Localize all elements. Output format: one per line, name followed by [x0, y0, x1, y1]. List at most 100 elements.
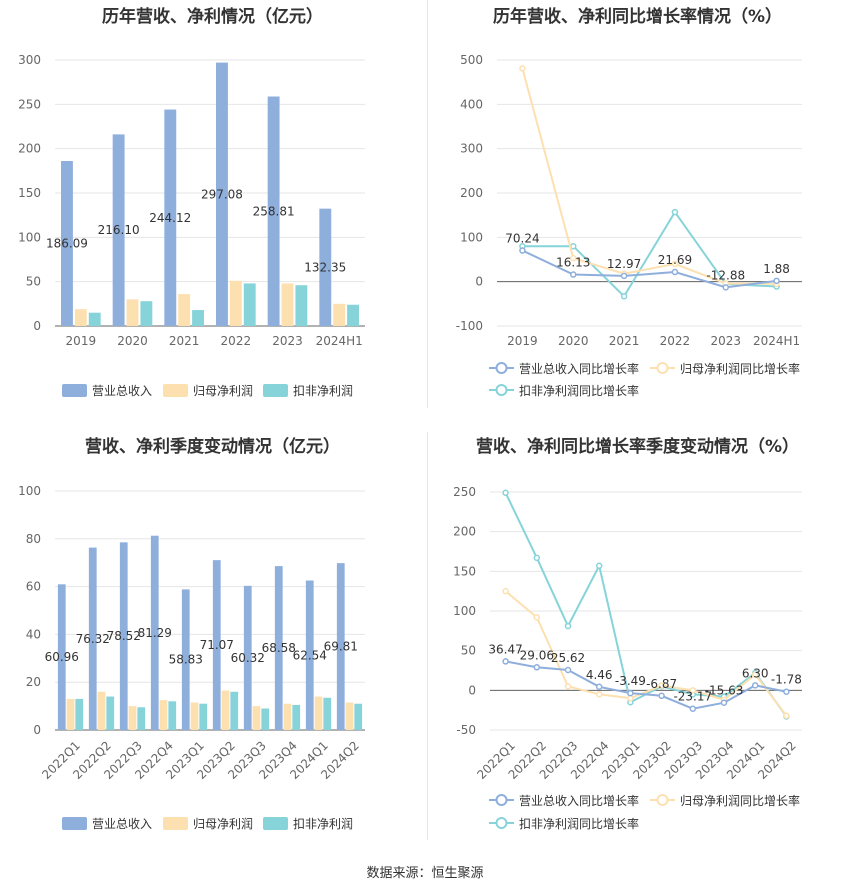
legend-marker [495, 384, 508, 396]
x-tick-label: 2021 [609, 334, 640, 348]
data-label: 68.58 [262, 641, 296, 655]
data-point [595, 683, 603, 691]
legend-swatch [62, 817, 87, 830]
chart-title: 营收、净利同比增长率季度变动情况（%） [475, 437, 800, 457]
data-label: 186.09 [46, 237, 88, 251]
bar-deducted-profit [168, 701, 177, 730]
legend-label: 营业总收入 [92, 817, 152, 831]
data-point [671, 268, 679, 276]
data-point [620, 293, 628, 300]
bar-revenue [216, 62, 228, 327]
bar-deducted-profit [140, 301, 153, 326]
y-tick-label: 80 [26, 532, 41, 546]
data-label: 81.29 [138, 626, 172, 640]
series-line [521, 249, 777, 289]
y-tick-label: 60 [26, 580, 41, 594]
y-tick-label: 0 [468, 683, 476, 697]
bar-revenue [150, 535, 159, 730]
y-tick-label: 500 [460, 53, 483, 67]
x-tick-label: 2023 [710, 334, 741, 348]
data-point [564, 683, 572, 690]
bar-parent-profit [66, 698, 75, 730]
bar-deducted-profit [106, 696, 115, 730]
data-point [627, 695, 634, 702]
x-tick-label: 2023 [272, 334, 303, 348]
bar-revenue [61, 161, 73, 326]
data-point [627, 689, 634, 697]
y-tick-label: 100 [18, 230, 41, 244]
y-tick-label: 100 [18, 484, 41, 498]
data-point [658, 692, 665, 700]
data-label: 60.32 [231, 651, 265, 665]
data-point [751, 682, 759, 689]
legend-swatch [62, 384, 87, 397]
bar-revenue [243, 585, 252, 730]
data-point [671, 208, 679, 216]
bar-revenue [181, 589, 190, 730]
legend-label: 扣非净利润 [293, 384, 353, 398]
chart-title: 历年营收、净利同比增长率情况（%） [492, 7, 783, 27]
x-tick-label: 2020 [117, 334, 148, 348]
y-tick-label: 150 [18, 186, 41, 200]
bar-deducted-profit [323, 697, 332, 730]
data-label: 258.81 [253, 204, 295, 218]
chart-canvas: -500501001502002502022Q12022Q22022Q32022… [453, 485, 802, 831]
data-label: 58.83 [169, 653, 203, 667]
chart-annual-revenue-profit: 历年营收、净利情况（亿元） 0 50 100 150 200 250 300 2019 2020… [0, 0, 425, 410]
bar-parent-profit [314, 696, 323, 730]
legend-swatch [263, 817, 288, 830]
y-tick-label: 250 [18, 97, 41, 111]
data-point [783, 712, 790, 719]
data-label: 4.46 [586, 668, 613, 682]
bar-deducted-profit [137, 707, 146, 730]
bar-deducted-profit [88, 312, 101, 326]
y-tick-label: 100 [453, 604, 476, 618]
data-source-note: 数据来源：恒生聚源 [366, 866, 484, 881]
data-point [722, 284, 729, 291]
bar-parent-profit [333, 303, 346, 326]
data-point [720, 699, 728, 706]
bar-revenue [119, 542, 128, 730]
y-tick-label: -100 [456, 319, 483, 333]
x-tick-label: 2019 [66, 334, 97, 348]
data-point [533, 614, 541, 621]
legend-swatch [163, 817, 188, 830]
y-tick-label: 200 [460, 186, 483, 200]
data-label: -15.63 [705, 684, 744, 698]
x-tick-label: 2022 [221, 334, 252, 348]
bar-revenue [212, 560, 221, 730]
series-line [504, 590, 788, 717]
x-tick-label: 2019 [507, 334, 538, 348]
data-label: 62.54 [293, 648, 327, 662]
data-point [570, 271, 577, 278]
bar-deducted-profit [243, 283, 256, 326]
legend-label: 营业总收入 [92, 384, 152, 398]
x-tick-label: 2021 [169, 334, 200, 348]
panel-divider-bottom [427, 432, 428, 840]
data-label: -12.88 [706, 268, 745, 282]
data-point [519, 247, 526, 254]
y-tick-label: 200 [18, 142, 41, 156]
data-label: 29.06 [520, 648, 554, 662]
bar-revenue [57, 584, 66, 730]
chart-title: 历年营收、净利情况（亿元） [102, 7, 323, 27]
data-point [689, 687, 697, 694]
bar-deducted-profit [354, 703, 363, 730]
bar-parent-profit [283, 703, 292, 730]
x-tick-label: 2024H1 [316, 334, 363, 348]
data-label: 21.69 [658, 253, 692, 267]
bar-deducted-profit [295, 285, 308, 326]
data-label: 70.24 [505, 232, 539, 246]
chart-title: 营收、净利季度变动情况（亿元） [85, 437, 340, 457]
y-tick-label: 0 [475, 275, 483, 289]
data-point [595, 691, 603, 698]
data-point [502, 489, 509, 497]
legend-label: 归母净利润同比增长率 [680, 361, 800, 376]
bar-deducted-profit [192, 310, 204, 326]
chart-canvas: 0 50 100 150 200 250 300 2019 2020 2021 2022 2023 20… [18, 53, 365, 398]
chart-canvas: -100 0 100 200 300 400 500 2019 2020 2021 2022 2023… [456, 53, 802, 398]
data-point [689, 705, 697, 712]
legend-label: 扣非净利润 [293, 817, 353, 831]
bar-parent-profit [229, 280, 242, 326]
bar-parent-profit [345, 702, 354, 730]
